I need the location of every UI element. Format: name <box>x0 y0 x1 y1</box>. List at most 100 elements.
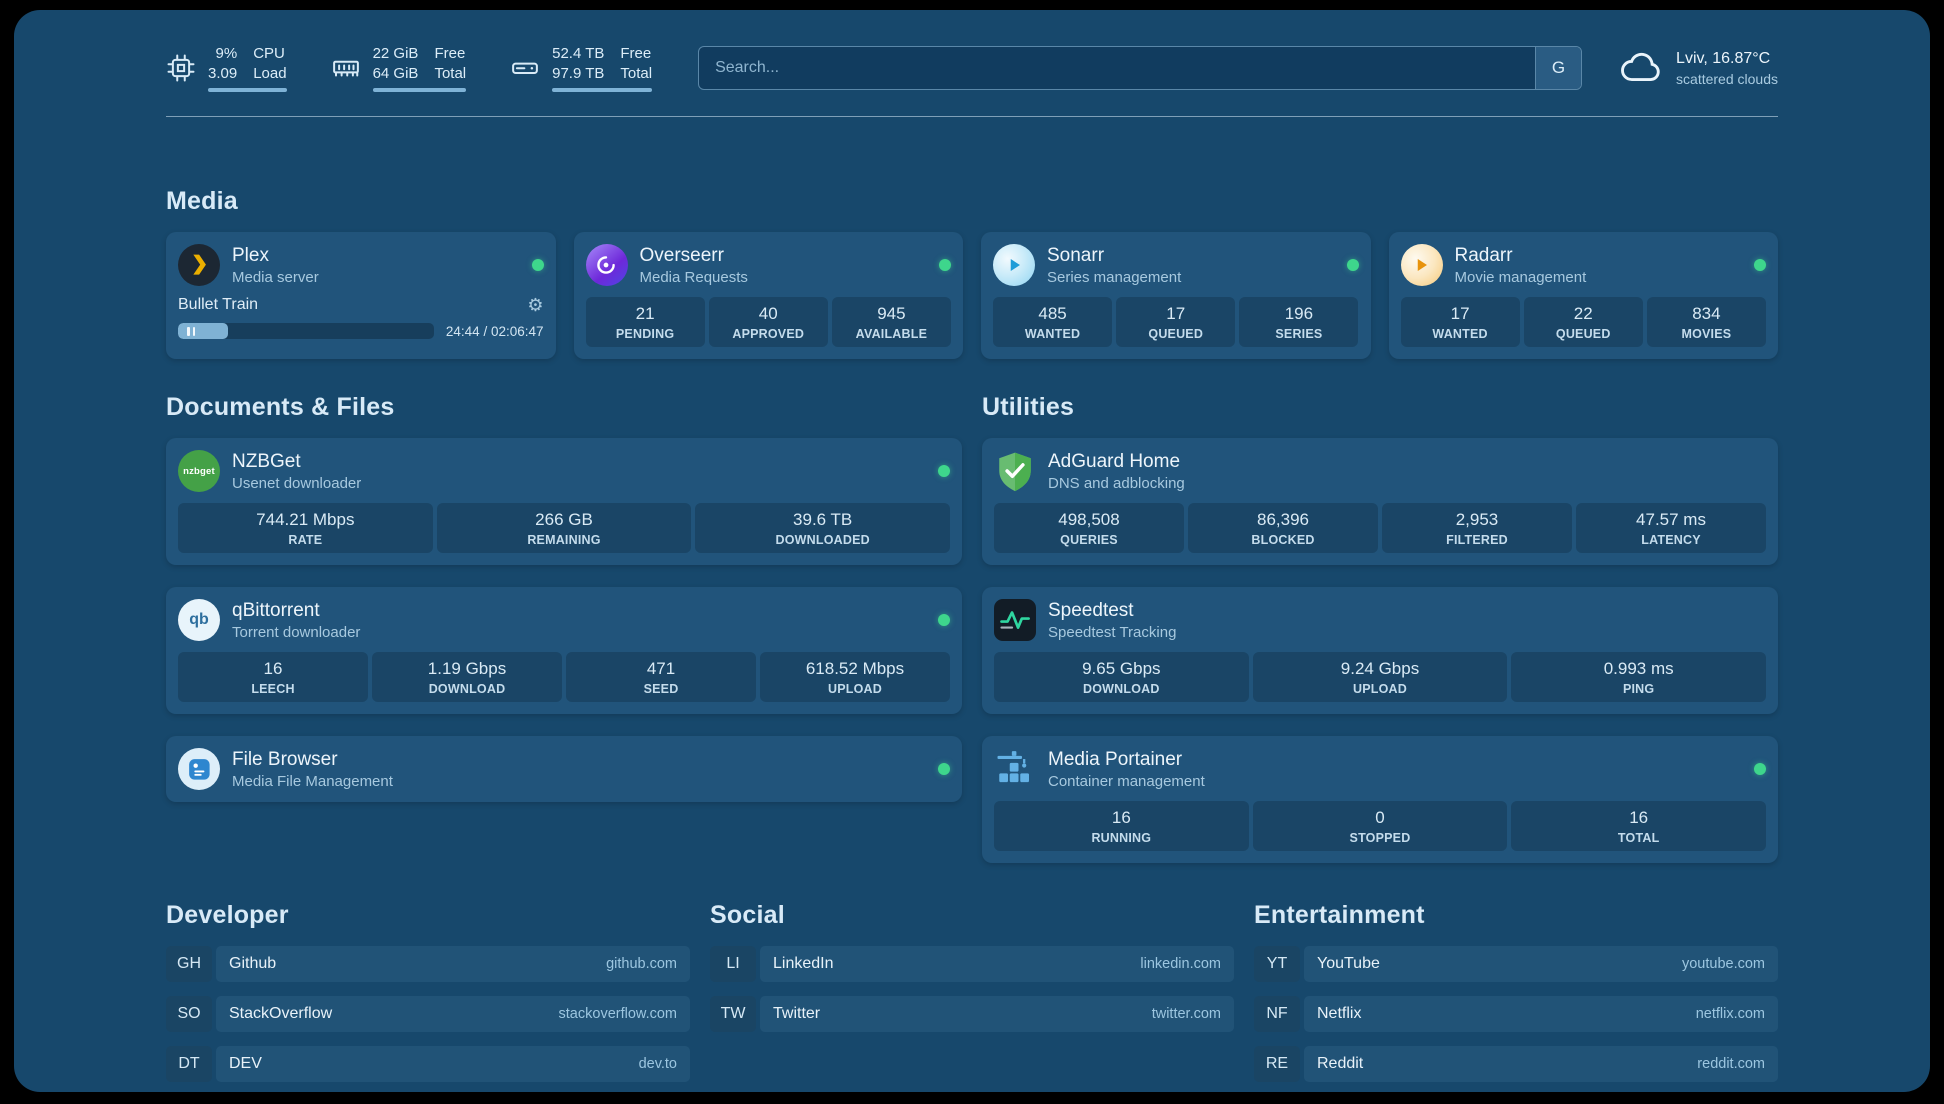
overseerr-header: Overseerr Media Requests <box>585 244 951 286</box>
service-title: Sonarr <box>1047 244 1105 266</box>
media-grid: Plex Media server Bullet Train ⚙ <box>166 232 1778 359</box>
weather-text: Lviv, 16.87°C scattered clouds <box>1676 50 1778 87</box>
stat-tile: 498,508 QUERIES <box>994 503 1184 553</box>
filebrowser-titles: File Browser Media File Management <box>232 749 393 790</box>
gear-icon[interactable]: ⚙ <box>527 295 544 315</box>
now-playing-widget: Bullet Train ⚙ 24:44 / 02:06:47 <box>178 296 544 339</box>
middle-columns: Documents & Files nzbget NZBGet Usenet d… <box>166 359 1778 863</box>
service-card-radarr[interactable]: Radarr Movie management 17 WANTED 22 QUE… <box>1388 232 1778 359</box>
system-widgets: 9% 3.09 CPU Load <box>166 44 653 92</box>
bookmark-abbr: NF <box>1254 996 1300 1032</box>
radarr-header: Radarr Movie management <box>1400 244 1766 286</box>
stat-tile: 2,953 FILTERED <box>1382 503 1572 553</box>
service-card-speedtest[interactable]: Speedtest Speedtest Tracking 9.65 Gbps D… <box>982 587 1778 714</box>
cpu-label-2: Load <box>253 64 287 82</box>
service-title: Radarr <box>1454 244 1513 266</box>
bookmark-body: DEV dev.to <box>216 1046 690 1082</box>
service-subtitle: Torrent downloader <box>232 623 361 641</box>
documents-column: Documents & Files nzbget NZBGet Usenet d… <box>166 359 962 802</box>
cpu-icon <box>166 53 196 83</box>
adguard-stats: 498,508 QUERIES 86,396 BLOCKED 2,953 FIL… <box>994 503 1766 553</box>
search-input[interactable] <box>698 46 1583 90</box>
bookmark-columns: Developer GH Github github.com SO StackO… <box>166 863 1778 1082</box>
bookmark-github[interactable]: GH Github github.com <box>166 946 690 982</box>
now-playing-title: Bullet Train <box>178 296 259 313</box>
bookmark-abbr: DT <box>166 1046 212 1082</box>
cpu-usage-bar <box>208 88 287 92</box>
bookmark-url: twitter.com <box>1151 1006 1221 1022</box>
stat-tile: 1.19 Gbps DOWNLOAD <box>372 652 562 702</box>
entertainment-column: Entertainment YT YouTube youtube.com NF … <box>1254 863 1778 1082</box>
bookmark-body: Reddit reddit.com <box>1304 1046 1778 1082</box>
playback-time: 24:44 / 02:06:47 <box>445 323 544 339</box>
service-title: NZBGet <box>232 450 301 472</box>
status-dot <box>938 465 950 477</box>
cpu-readout: 9% 3.09 CPU Load <box>208 44 287 92</box>
search-provider-button[interactable]: G <box>1535 47 1582 89</box>
adguard-shield-icon <box>994 450 1036 492</box>
service-subtitle: Container management <box>1048 772 1205 790</box>
service-subtitle: DNS and adblocking <box>1048 474 1185 492</box>
portainer-crane-icon <box>994 748 1036 790</box>
disk-free: 52.4 TB <box>552 45 605 62</box>
bookmark-body: StackOverflow stackoverflow.com <box>216 996 690 1032</box>
bookmark-netflix[interactable]: NF Netflix netflix.com <box>1254 996 1778 1032</box>
entertainment-heading: Entertainment <box>1254 901 1425 929</box>
disk-readout: 52.4 TB 97.9 TB Free Total <box>552 44 653 92</box>
service-card-plex[interactable]: Plex Media server Bullet Train ⚙ <box>166 232 556 359</box>
bookmark-name: Github <box>229 955 277 972</box>
stat-tile: 40 APPROVED <box>708 297 828 347</box>
bookmark-dev[interactable]: DT DEV dev.to <box>166 1046 690 1082</box>
pause-icon[interactable] <box>187 326 195 336</box>
sonarr-stats: 485 WANTED 17 QUEUED 196 SERIES <box>993 297 1359 347</box>
service-card-nzbget[interactable]: nzbget NZBGet Usenet downloader 744.21 M… <box>166 438 962 565</box>
documents-heading: Documents & Files <box>166 393 395 421</box>
service-card-adguard[interactable]: AdGuard Home DNS and adblocking 498,508 … <box>982 438 1778 565</box>
service-card-filebrowser[interactable]: File Browser Media File Management <box>166 736 962 802</box>
service-card-qbittorrent[interactable]: qb qBittorrent Torrent downloader 16 LEE… <box>166 587 962 714</box>
bookmark-name: Twitter <box>773 1005 821 1022</box>
plex-header: Plex Media server <box>178 244 544 286</box>
cpu-percent: 9% <box>215 45 238 62</box>
bookmark-reddit[interactable]: RE Reddit reddit.com <box>1254 1046 1778 1082</box>
status-dot <box>938 614 950 626</box>
cloud-icon <box>1618 45 1664 91</box>
service-title: File Browser <box>232 748 338 770</box>
filebrowser-header: File Browser Media File Management <box>178 748 950 790</box>
bookmark-youtube[interactable]: YT YouTube youtube.com <box>1254 946 1778 982</box>
playback-progress-bar[interactable] <box>178 323 434 339</box>
bookmark-name: StackOverflow <box>229 1005 333 1022</box>
stat-tile: 86,396 BLOCKED <box>1188 503 1378 553</box>
stat-tile: 21 PENDING <box>585 297 705 347</box>
bookmark-url: reddit.com <box>1697 1056 1765 1072</box>
status-dot <box>1754 259 1766 271</box>
stat-tile: 744.21 Mbps RATE <box>178 503 433 553</box>
disk-label-2: Total <box>620 64 653 82</box>
service-title: Media Portainer <box>1048 748 1183 770</box>
bookmark-linkedin[interactable]: LI LinkedIn linkedin.com <box>710 946 1234 982</box>
cpu-load: 3.09 <box>208 64 238 82</box>
bookmark-twitter[interactable]: TW Twitter twitter.com <box>710 996 1234 1032</box>
qbittorrent-header: qb qBittorrent Torrent downloader <box>178 599 950 641</box>
nzbget-stats: 744.21 Mbps RATE 266 GB REMAINING 39.6 T… <box>178 503 950 553</box>
memory-label-1: Free <box>434 45 466 62</box>
playback-progress-fill <box>178 323 228 339</box>
service-subtitle: Media File Management <box>232 772 393 790</box>
bookmark-url: linkedin.com <box>1140 956 1221 972</box>
weather-location: Lviv, 16.87°C <box>1676 49 1771 67</box>
service-subtitle: Media server <box>232 268 319 286</box>
stat-tile: 47.57 ms LATENCY <box>1576 503 1766 553</box>
service-card-portainer[interactable]: Media Portainer Container management 16 … <box>982 736 1778 863</box>
stat-tile: 485 WANTED <box>993 297 1113 347</box>
radarr-titles: Radarr Movie management <box>1455 245 1587 286</box>
plex-icon <box>178 244 220 286</box>
qbittorrent-icon: qb <box>178 599 220 641</box>
qbittorrent-stats: 16 LEECH 1.19 Gbps DOWNLOAD 471 SEED 6 <box>178 652 950 702</box>
service-subtitle: Movie management <box>1454 268 1587 286</box>
bookmark-stackoverflow[interactable]: SO StackOverflow stackoverflow.com <box>166 996 690 1032</box>
service-subtitle: Series management <box>1047 268 1182 286</box>
memory-total: 64 GiB <box>372 64 419 82</box>
service-card-overseerr[interactable]: Overseerr Media Requests 21 PENDING 40 A… <box>573 232 963 359</box>
service-card-sonarr[interactable]: Sonarr Series management 485 WANTED 17 Q… <box>981 232 1371 359</box>
service-subtitle: Media Requests <box>639 268 748 286</box>
